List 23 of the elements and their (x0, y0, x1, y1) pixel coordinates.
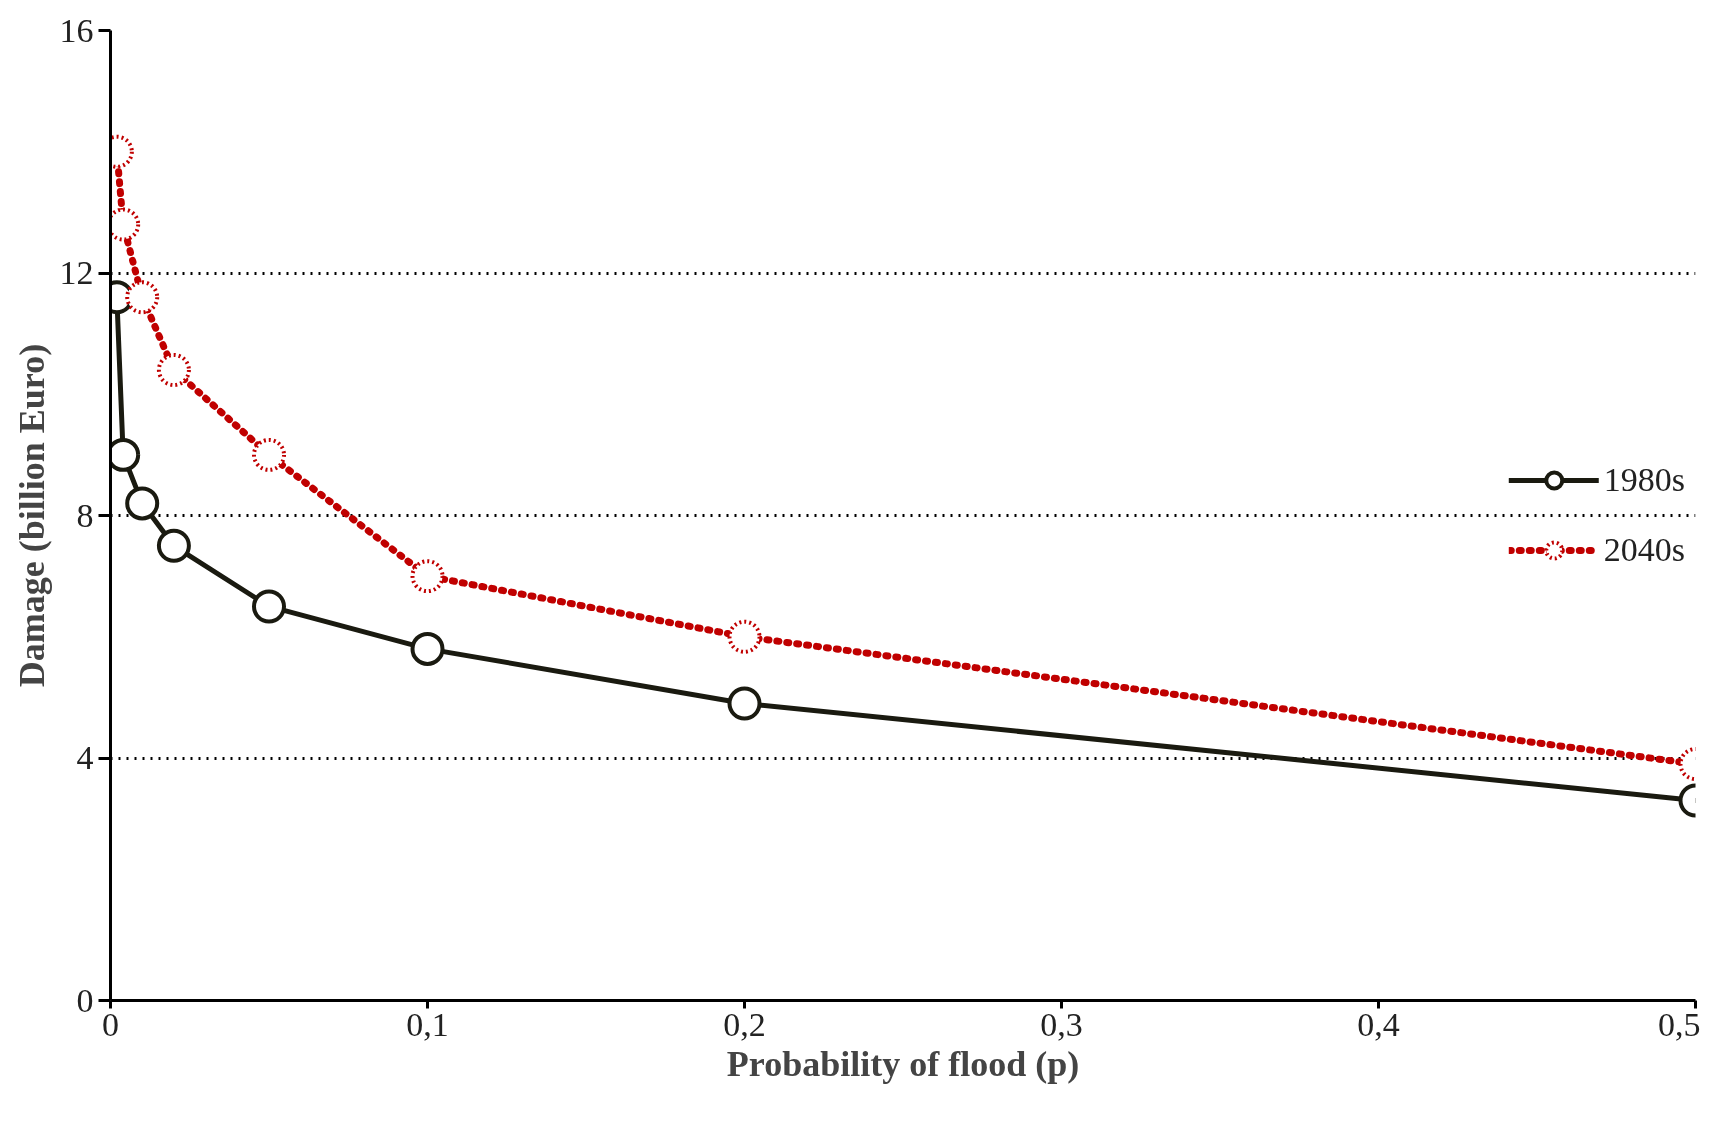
x-tick-label: 0,2 (723, 1005, 766, 1043)
x-tick-label: 0 (102, 1005, 119, 1043)
y-tick-label: 0 (76, 981, 94, 1019)
point (125, 280, 160, 315)
point (156, 353, 191, 387)
x-tick-label: 0,1 (406, 1005, 449, 1043)
point (410, 631, 445, 666)
x-axis-title: Probability of flood (p) (726, 1043, 1080, 1084)
legend-label: 1980s (1603, 461, 1685, 499)
y-tick-label: 16 (59, 11, 94, 49)
y-axis-title: Damage (billion Euro) (11, 343, 52, 688)
y-tick-label: 8 (76, 496, 94, 534)
x-tick-label: 0,5 (1658, 1005, 1701, 1043)
point (156, 528, 191, 563)
point (252, 437, 286, 472)
y-tick-label: 4 (76, 739, 94, 776)
x-tick-label: 0,3 (1040, 1005, 1083, 1043)
y-tick-label: 12 (59, 254, 94, 291)
legend-label: 2040s (1603, 531, 1685, 569)
x-tick-label: 0,4 (1357, 1005, 1400, 1043)
point (410, 559, 445, 594)
point (252, 589, 286, 624)
point (125, 486, 160, 521)
